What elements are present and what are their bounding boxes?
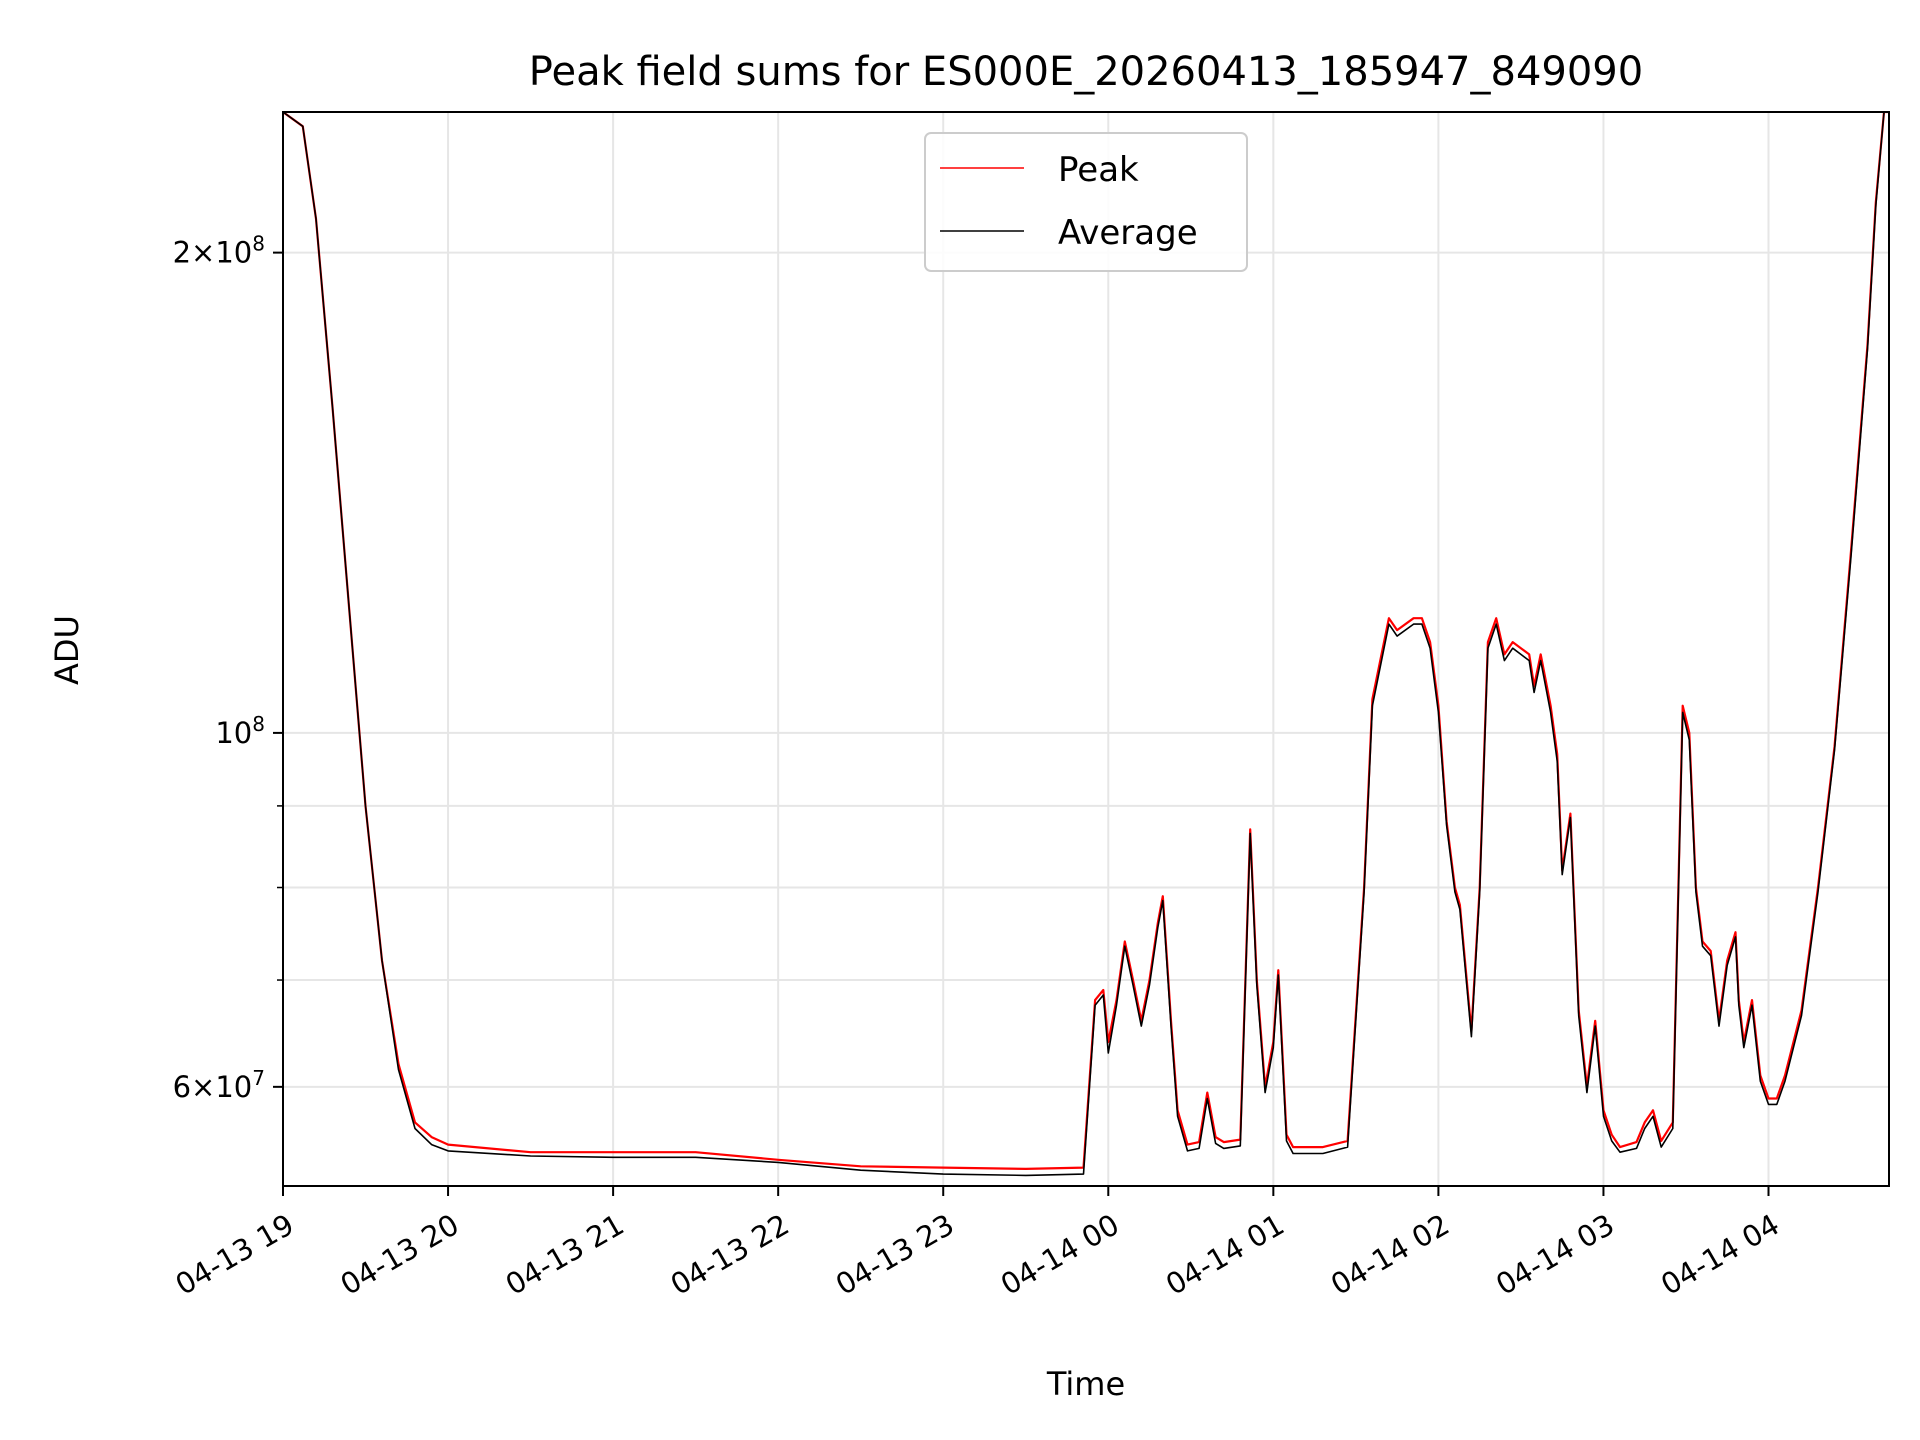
- y-axis-ticks: 6×107 108 2×108: [173, 232, 283, 1104]
- legend-label-peak: Peak: [1058, 150, 1139, 190]
- chart-title: Peak field sums for ES000E_20260413_1859…: [529, 49, 1643, 95]
- y-tick-label: 6×107: [173, 1066, 265, 1104]
- series-lines: [283, 112, 1889, 1177]
- legend-label-average: Average: [1058, 213, 1198, 253]
- series-line-average: [283, 112, 1889, 1177]
- y-tick-label: 108: [215, 712, 265, 750]
- x-axis-label: Time: [1046, 1365, 1125, 1403]
- legend: Peak Average: [924, 132, 1248, 272]
- y-axis-label: ADU: [48, 615, 86, 685]
- plot-frame: [282, 111, 1890, 1187]
- y-tick-label: 2×108: [173, 232, 265, 270]
- grid-lines: [282, 112, 1889, 1186]
